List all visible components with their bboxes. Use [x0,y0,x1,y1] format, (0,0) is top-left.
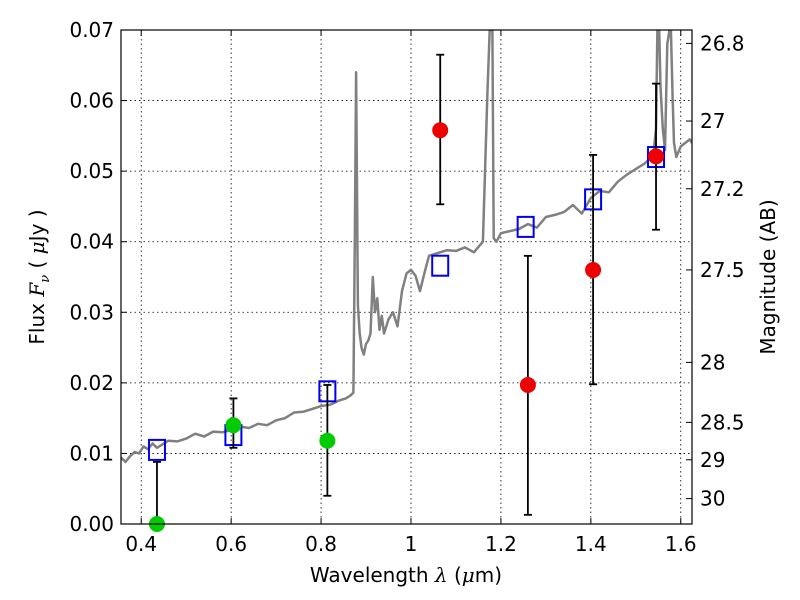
x-tick-label: 1 [405,532,418,556]
x-tick-label: 0.8 [305,532,337,556]
x-tick-label: 1.2 [485,532,517,556]
y-tick-label: 0.04 [69,230,114,254]
y-tick-label: 0.02 [69,371,114,395]
red-data-point [432,122,449,139]
y2-tick-label: 28 [700,350,725,374]
x-tick-label: 1.4 [575,532,607,556]
x-tick-label: 0.6 [215,532,247,556]
x-tick-label: 0.4 [125,532,157,556]
y2-tick-label: 27.5 [700,258,745,282]
green-data-point [319,432,336,449]
y-tick-label: 0.05 [69,159,114,183]
data-markers [147,53,666,532]
y2-tick-label: 26.8 [700,31,745,55]
y2-tick-label: 29 [700,448,725,472]
x-axis-title: Wavelength λ (μm) [310,563,502,587]
y2-tick-label: 30 [700,487,725,511]
red-data-point [585,261,602,278]
model-box-marker [147,438,166,461]
y-tick-label: 0.01 [69,441,114,465]
y-axis-title: Flux Fν ( μJy ) [25,209,53,344]
y-tick-label: 0.03 [69,300,114,324]
model-box-marker [516,215,535,238]
red-data-point [519,376,536,393]
y2-tick-label: 27 [700,109,725,133]
y2-tick-label: 27.2 [700,177,745,201]
model-box-marker [431,254,450,277]
y2-tick-label: 28.5 [700,410,745,434]
y2-axis-title: Magnitude (AB) [756,199,780,354]
red-data-point [648,148,665,165]
y-tick-label: 0.07 [69,18,114,42]
axis-ticks: 0.4 0.6 0.8 1 1.2 1.4 1.6 0.00 0.01 0.02 0.03 0.04 0… [69,18,744,556]
plot-frame [120,29,693,525]
y-tick-label: 0.06 [69,89,114,113]
x-tick-label: 1.6 [665,532,697,556]
green-data-point [225,417,242,434]
y-tick-label: 0.00 [69,512,114,536]
